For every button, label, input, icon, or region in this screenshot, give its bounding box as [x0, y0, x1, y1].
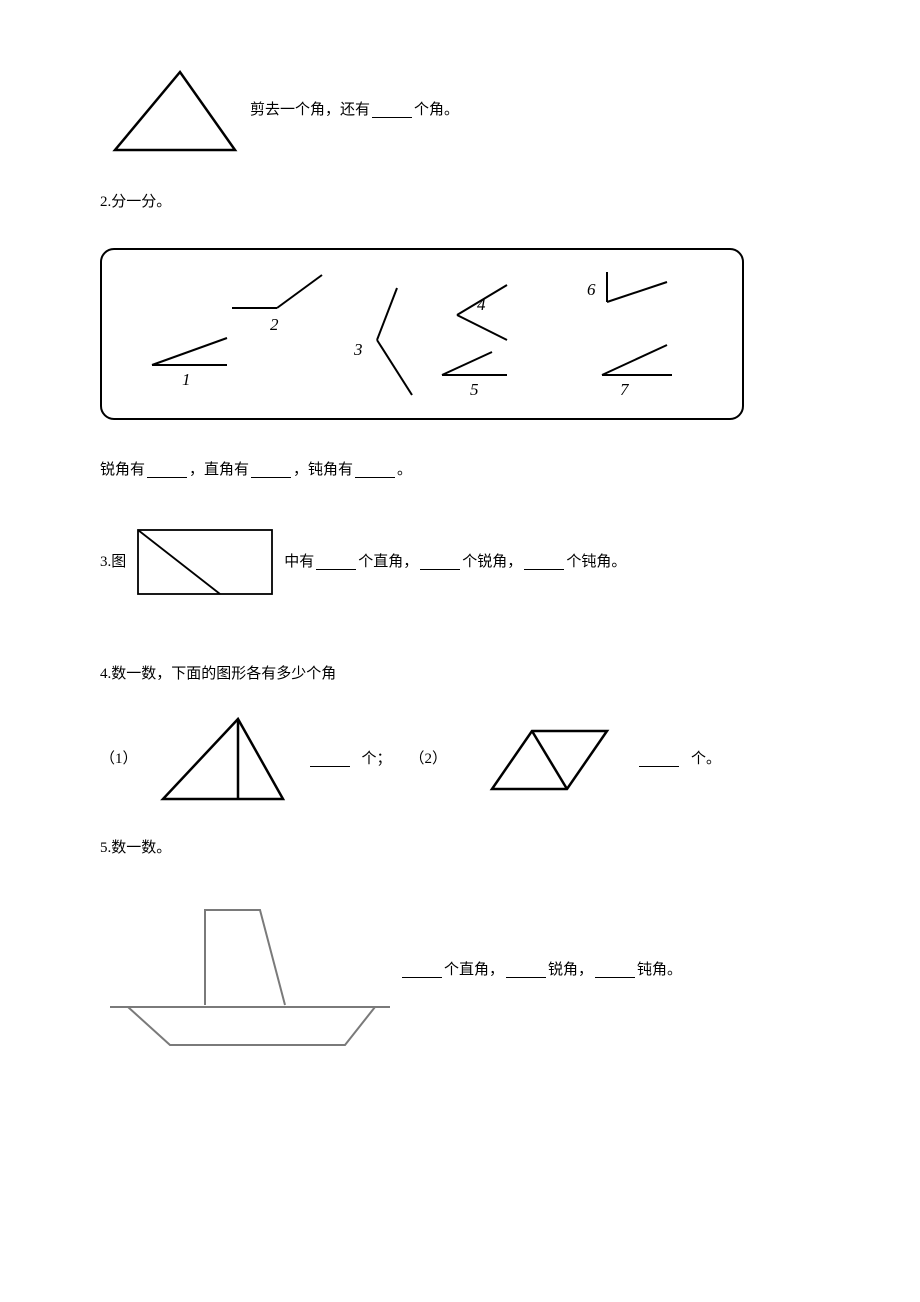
q3-unit-right: 个直角，	[358, 550, 418, 574]
q5-t2: 锐角，	[548, 958, 593, 982]
q4-shape1	[148, 711, 298, 806]
svg-text:1: 1	[182, 370, 191, 389]
q2-blank-acute[interactable]	[147, 462, 187, 478]
q1-triangle	[100, 60, 250, 160]
q4-unit2: 个。	[691, 747, 721, 771]
q2-blank-right[interactable]	[251, 462, 291, 478]
q5-block: 5.数一数。 个直角， 锐角， 钝角。	[100, 836, 820, 1055]
svg-text:4: 4	[477, 295, 486, 314]
q4-blank2[interactable]	[639, 751, 679, 767]
q5-t1: 个直角，	[444, 958, 504, 982]
q2-label: 2.分一分。	[100, 190, 820, 214]
q1-blank[interactable]	[372, 102, 412, 118]
q3-blank-obtuse[interactable]	[524, 554, 564, 570]
q4-p1: （1）	[100, 747, 138, 771]
q2-p1: 锐角有	[100, 458, 145, 482]
q1-row: 剪去一个角，还有 个角。	[100, 60, 820, 160]
q5-t3: 钝角。	[637, 958, 682, 982]
q3-blank-acute[interactable]	[420, 554, 460, 570]
svg-text:3: 3	[353, 340, 363, 359]
q2-angles-svg: 1 2 3 4 5	[122, 260, 722, 400]
q2-p3: ，钝角有	[293, 458, 353, 482]
q2-p4: 。	[397, 458, 412, 482]
q3-mid1: 中有	[284, 550, 314, 574]
svg-text:7: 7	[620, 380, 630, 399]
q3-unit-obtuse: 个钝角。	[566, 550, 626, 574]
q4-label: 4.数一数，下面的图形各有多少个角	[100, 662, 820, 686]
q2-p2: ，直角有	[189, 458, 249, 482]
q3-blank-right[interactable]	[316, 554, 356, 570]
q5-blank-obtuse[interactable]	[595, 962, 635, 978]
q4-shapes: （1） 个； （2） 个。	[100, 711, 820, 806]
q3-unit-acute: 个锐角，	[462, 550, 522, 574]
q1-text-after: 个角。	[414, 98, 459, 122]
q5-blank-right[interactable]	[402, 962, 442, 978]
q3-prefix: 3.图	[100, 550, 126, 574]
q3-row: 3.图 中有 个直角， 个锐角， 个钝角。	[100, 522, 820, 602]
q5-row: 个直角， 锐角， 钝角。	[100, 885, 820, 1055]
svg-text:5: 5	[470, 380, 479, 399]
q4-blank1[interactable]	[310, 751, 350, 767]
q4-unit1: 个；	[362, 747, 392, 771]
q4-p2: （2）	[410, 747, 448, 771]
q1-text-before: 剪去一个角，还有	[250, 98, 370, 122]
q4-shape2	[457, 719, 627, 799]
q2-angles-box: 1 2 3 4 5	[100, 248, 744, 420]
q5-label: 5.数一数。	[100, 836, 820, 860]
q2-blank-obtuse[interactable]	[355, 462, 395, 478]
svg-text:6: 6	[587, 280, 596, 299]
q2-block: 2.分一分。 1 2 3	[100, 190, 820, 482]
q3-rect	[130, 522, 280, 602]
q5-boat	[100, 885, 400, 1055]
q5-blank-acute[interactable]	[506, 962, 546, 978]
svg-text:2: 2	[270, 315, 279, 334]
q4-block: 4.数一数，下面的图形各有多少个角 （1） 个； （2） 个。	[100, 662, 820, 806]
q2-answer-line: 锐角有 ，直角有 ，钝角有 。	[100, 458, 820, 482]
